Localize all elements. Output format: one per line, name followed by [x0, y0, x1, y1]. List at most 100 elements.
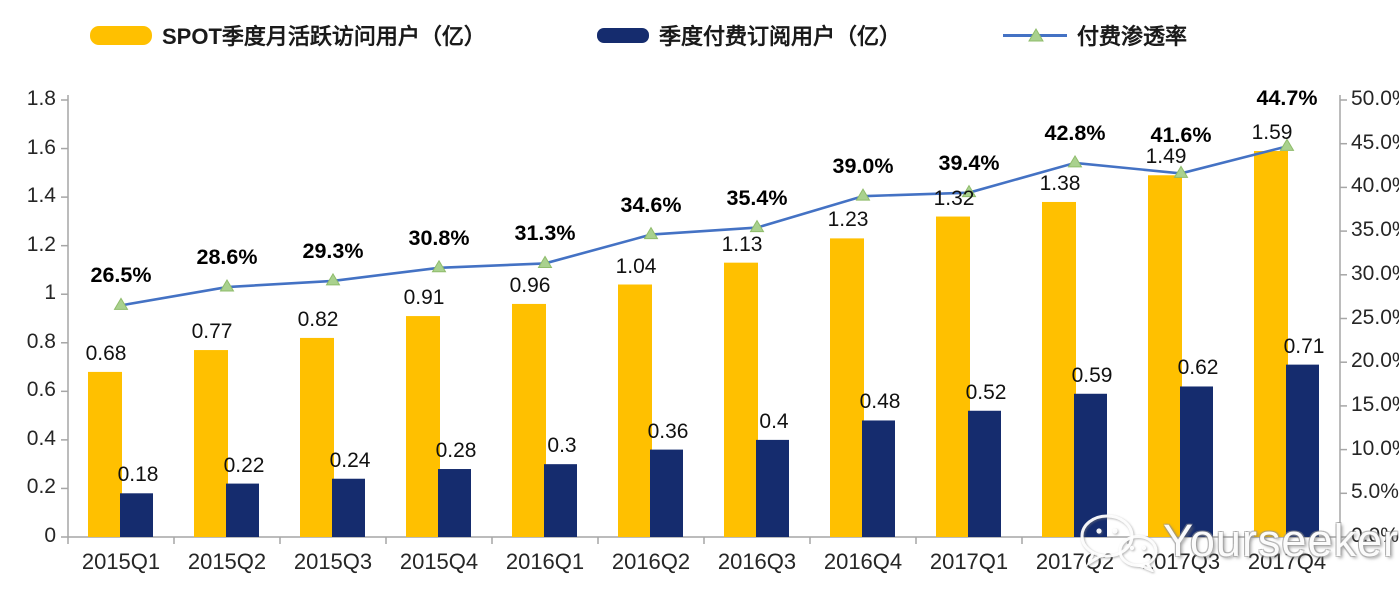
y-axis-right-tick-label: 50.0% — [1351, 87, 1399, 110]
bar-value-label-subs: 0.22 — [223, 453, 265, 477]
bar-value-label-mau: 0.96 — [509, 273, 551, 297]
bar-subs — [650, 449, 683, 537]
x-axis-category-label: 2017Q3 — [1141, 549, 1221, 574]
bar-mau — [300, 337, 334, 537]
penetration-marker — [749, 219, 765, 233]
legend-label-subs: 季度付费订阅用户（亿） — [659, 24, 902, 49]
penetration-marker — [643, 226, 659, 240]
penetration-point-label: 41.6% — [1150, 123, 1212, 148]
bar-value-label-mau: 0.82 — [297, 307, 339, 331]
y-axis-right-tick-label: 35.0% — [1351, 218, 1399, 242]
y-axis-right-tick-label: 25.0% — [1351, 305, 1399, 329]
penetration-point-label: 30.8% — [408, 225, 470, 250]
yellow-bar-swatch — [90, 25, 152, 45]
penetration-point-label: 35.4% — [726, 185, 788, 210]
y-axis-left-tick-label: 1.8 — [26, 87, 56, 110]
bar-value-label-subs: 0.71 — [1283, 334, 1325, 358]
bar-value-label-mau: 1.04 — [615, 254, 657, 278]
bar-subs — [544, 464, 577, 537]
bar-subs — [756, 439, 789, 537]
line-marker-swatch — [1003, 27, 1067, 43]
bar-mau — [1042, 201, 1076, 537]
bar-subs — [968, 410, 1001, 537]
bar-value-label-mau: 0.91 — [403, 286, 445, 310]
y-axis-right-tick-label: 20.0% — [1351, 349, 1399, 373]
bar-subs — [1180, 386, 1213, 537]
bar-mau — [618, 284, 652, 537]
penetration-marker — [537, 255, 553, 268]
x-axis-category-label: 2016Q1 — [505, 549, 585, 574]
x-axis-category-label: 2017Q4 — [1247, 549, 1327, 574]
bar-value-label-subs: 0.28 — [435, 439, 477, 463]
penetration-point-label: 29.3% — [302, 238, 364, 263]
y-axis-right-tick-label: 30.0% — [1351, 261, 1399, 285]
bar-value-label-subs: 0.52 — [965, 380, 1007, 404]
y-axis-right-tick-label: 5.0% — [1351, 480, 1399, 504]
x-axis-category-label: 2015Q3 — [293, 549, 373, 574]
penetration-marker — [1173, 165, 1189, 178]
y-axis-left-tick-label: 1 — [44, 281, 56, 305]
bar-value-label-subs: 0.3 — [547, 434, 577, 458]
bar-mau — [1254, 150, 1288, 537]
penetration-line — [120, 145, 1288, 307]
bar-subs — [862, 420, 895, 537]
penetration-marker — [431, 259, 447, 273]
bar-value-label-mau: 1.13 — [721, 232, 763, 256]
bar-value-label-mau: 1.38 — [1039, 171, 1081, 195]
bar-mau — [830, 238, 864, 537]
x-axis-category-label: 2016Q2 — [611, 549, 691, 574]
penetration-point-label: 31.3% — [514, 221, 576, 246]
penetration-marker — [113, 297, 129, 310]
penetration-point-label: 39.4% — [938, 150, 1000, 175]
y-axis-right-tick-label: 10.0% — [1351, 436, 1399, 460]
penetration-marker — [1279, 138, 1295, 151]
penetration-point-label: 42.8% — [1044, 120, 1106, 145]
bar-value-label-mau: 0.68 — [85, 341, 127, 365]
bar-value-label-mau: 1.49 — [1145, 145, 1187, 169]
bar-mau — [512, 303, 546, 537]
penetration-marker — [855, 188, 871, 201]
bar-mau — [88, 371, 122, 537]
penetration-marker — [1067, 154, 1083, 168]
penetration-point-label: 44.7% — [1256, 86, 1318, 111]
x-axis-category-label: 2015Q1 — [81, 549, 161, 574]
penetration-point-label: 28.6% — [196, 245, 258, 270]
penetration-point-label: 34.6% — [620, 192, 682, 217]
y-axis-right-tick-label: 15.0% — [1351, 392, 1399, 416]
navy-bar-swatch — [597, 27, 649, 43]
legend-label-penetration: 付费渗透率 — [1077, 24, 1188, 49]
bar-value-label-mau: 1.32 — [933, 186, 975, 210]
x-axis-category-label: 2017Q1 — [929, 549, 1009, 574]
bar-subs — [226, 483, 259, 537]
bar-value-label-subs: 0.59 — [1071, 363, 1113, 387]
x-axis-category-label: 2016Q4 — [823, 549, 903, 574]
legend-item-penetration: 付费渗透率 — [1003, 19, 1187, 51]
penetration-point-label: 39.0% — [832, 154, 894, 179]
x-axis-category-label: 2016Q3 — [717, 549, 797, 574]
bar-mau — [194, 350, 228, 537]
y-axis-left-tick-label: 0.4 — [26, 426, 56, 450]
penetration-point-label: 26.5% — [90, 263, 152, 288]
legend-label-mau: SPOT季度月活跃访问用户（亿） — [162, 24, 486, 49]
y-axis-left-tick-label: 1.2 — [26, 232, 56, 256]
x-axis-category-label: 2017Q2 — [1035, 549, 1115, 574]
bar-value-label-subs: 0.4 — [759, 409, 789, 433]
bar-subs — [120, 493, 153, 537]
y-axis-right-tick-label: 40.0% — [1351, 174, 1399, 198]
bar-subs — [438, 469, 471, 537]
x-axis-category-label: 2015Q4 — [399, 549, 479, 574]
bar-value-label-mau: 0.77 — [191, 320, 233, 344]
bar-mau — [724, 262, 758, 537]
bar-subs — [1286, 364, 1319, 537]
bar-value-label-mau: 1.59 — [1251, 120, 1293, 144]
bar-value-label-mau: 1.23 — [827, 208, 869, 232]
y-axis-right-tick-label: 45.0% — [1351, 130, 1399, 154]
y-axis-right-tick-label: 0.0% — [1351, 524, 1399, 547]
y-axis-left-tick-label: 1.4 — [26, 184, 56, 208]
bar-mau — [936, 216, 970, 538]
bar-mau — [406, 316, 440, 537]
y-axis-left-tick-label: 1.6 — [26, 135, 56, 159]
legend-item-subs: 季度付费订阅用户（亿） — [597, 19, 901, 51]
